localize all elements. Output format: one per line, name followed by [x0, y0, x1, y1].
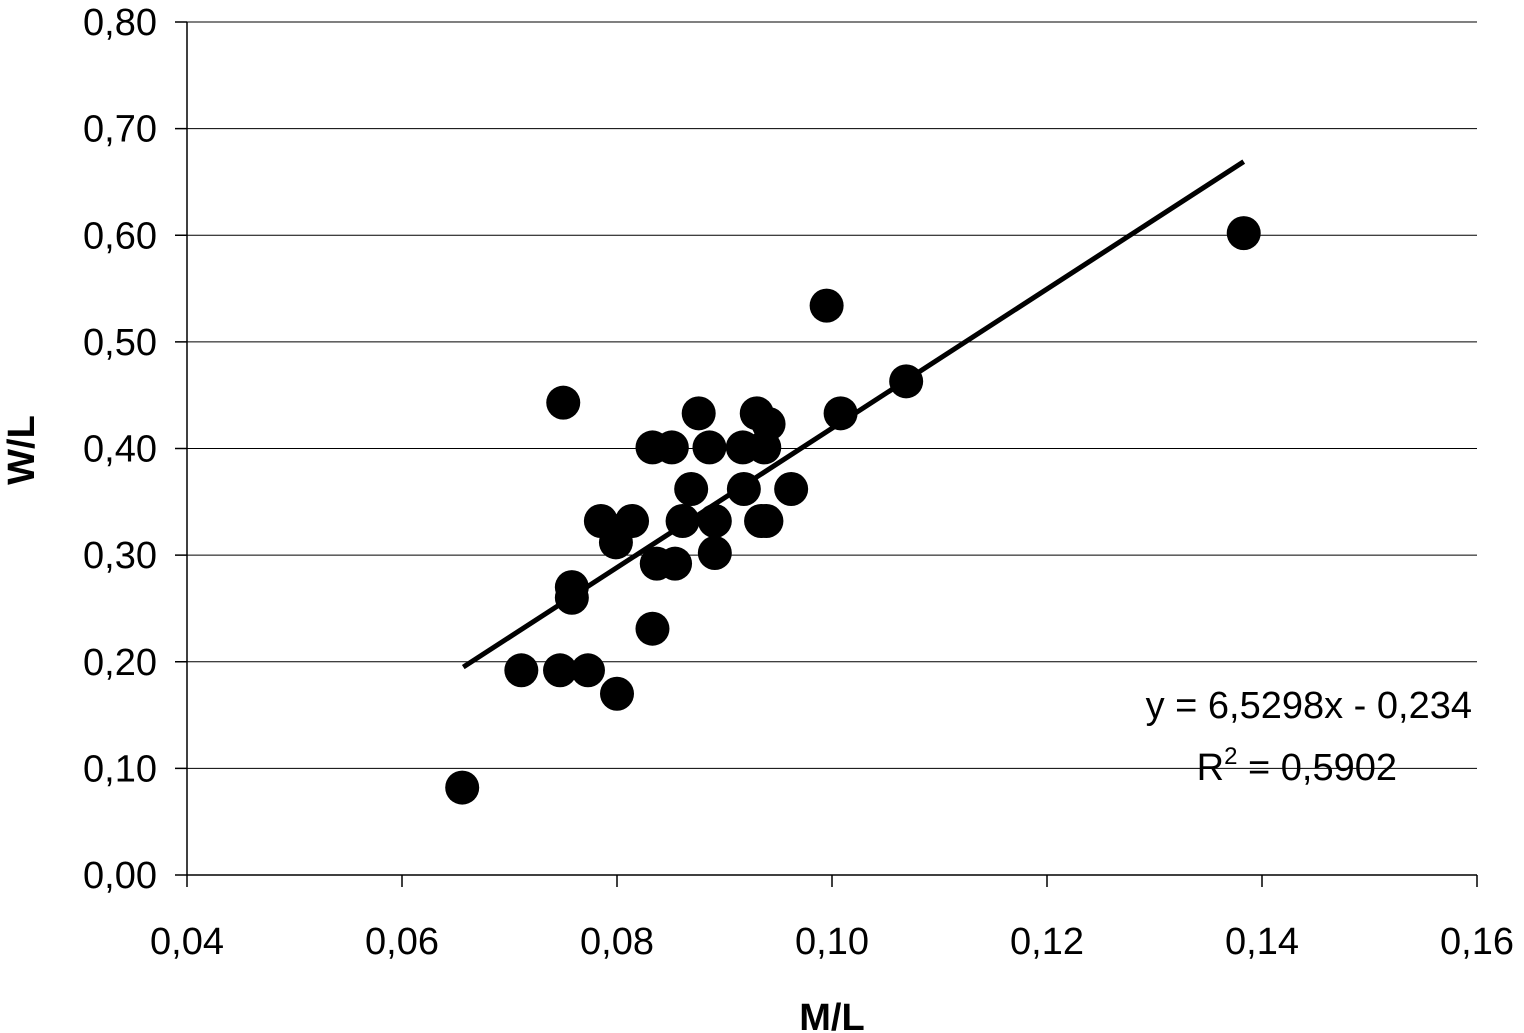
trendline-equation: y = 6,5298x - 0,234	[1146, 685, 1472, 727]
x-tick-label: 0,14	[1225, 921, 1299, 963]
data-point	[554, 580, 589, 615]
y-axis-title: W/L	[1, 415, 43, 485]
x-tick-label: 0,06	[365, 921, 439, 963]
data-point	[809, 288, 844, 323]
x-tick-label: 0,10	[795, 921, 869, 963]
data-point	[665, 504, 700, 539]
data-point	[1226, 216, 1261, 251]
data-point	[445, 770, 480, 805]
y-tick-label: 0,30	[83, 535, 157, 577]
data-point	[504, 653, 539, 688]
x-tick-labels: 0,04 0,06 0,08 0,10 0,12 0,14 0,16	[150, 921, 1514, 963]
gridlines	[187, 21, 1477, 769]
r-squared-value: = 0,5902	[1237, 747, 1397, 789]
data-point	[635, 611, 670, 646]
data-point	[570, 653, 605, 688]
x-tick-label: 0,16	[1440, 921, 1514, 963]
y-tick-label: 0,50	[83, 322, 157, 364]
data-point	[823, 396, 858, 431]
data-point	[543, 653, 578, 688]
data-point	[774, 472, 809, 507]
y-tick-label: 0,70	[83, 109, 157, 151]
y-tick-labels: 0,00 0,10 0,20 0,30 0,40 0,50 0,60 0,70 0,80	[83, 2, 157, 897]
data-point	[692, 430, 727, 465]
data-point	[600, 676, 634, 711]
data-point	[751, 406, 786, 441]
y-tick-label: 0,80	[83, 2, 157, 44]
x-tick-label: 0,08	[580, 921, 654, 963]
axes	[175, 21, 1478, 887]
data-point	[674, 472, 709, 507]
data-point	[681, 396, 716, 431]
r-squared-label: R2 = 0,5902	[1197, 743, 1397, 789]
data-point	[726, 472, 761, 507]
x-tick-label: 0,04	[150, 921, 224, 963]
data-point	[658, 546, 693, 581]
data-point	[654, 430, 689, 465]
y-tick-label: 0,40	[83, 429, 157, 471]
y-tick-label: 0,10	[83, 748, 157, 790]
data-point	[697, 535, 732, 570]
data-point	[749, 504, 784, 539]
data-point	[546, 385, 581, 420]
data-point	[697, 504, 732, 539]
r-squared-prefix: R	[1197, 747, 1224, 789]
y-tick-label: 0,60	[83, 215, 157, 257]
x-axis-title: M/L	[799, 997, 864, 1033]
data-point	[889, 364, 924, 399]
x-tick-label: 0,12	[1010, 921, 1084, 963]
data-points	[445, 216, 1261, 805]
data-point	[615, 504, 650, 539]
y-tick-label: 0,00	[83, 855, 157, 897]
r-squared-superscript: 2	[1224, 743, 1237, 770]
y-tick-label: 0,20	[83, 642, 157, 684]
